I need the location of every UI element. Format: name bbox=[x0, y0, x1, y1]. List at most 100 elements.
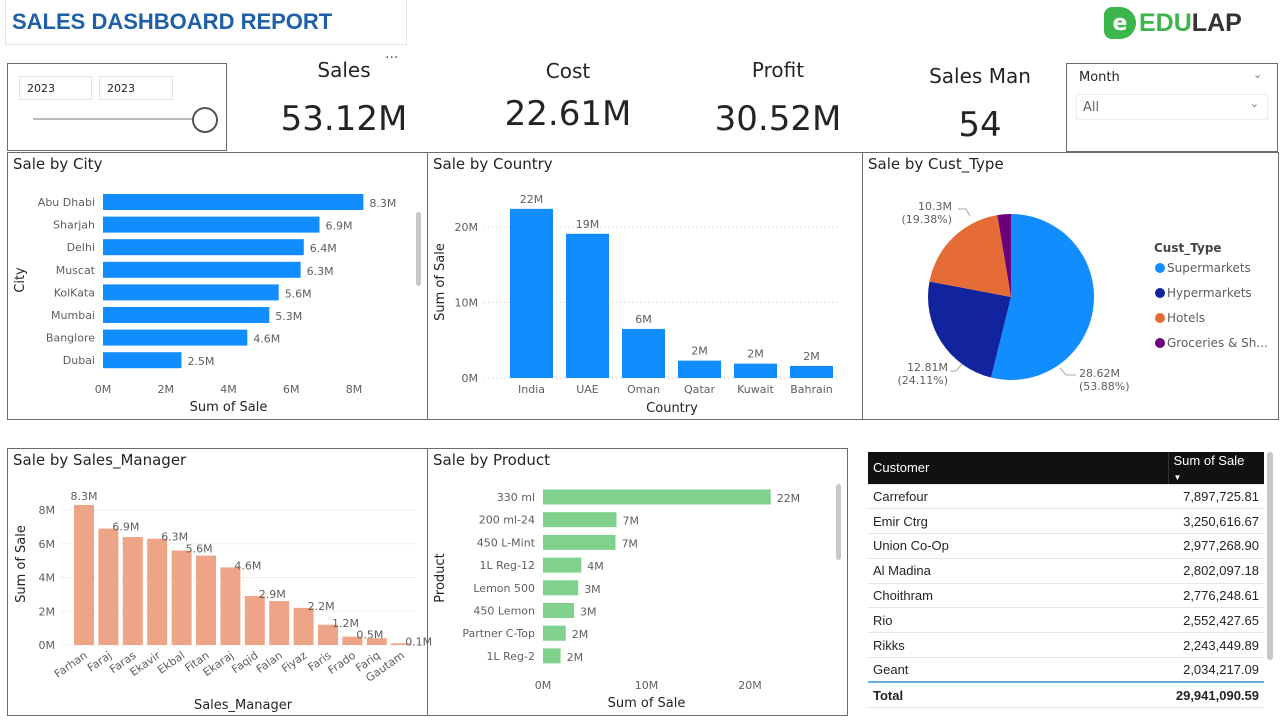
y-tick-label: 20M bbox=[455, 221, 479, 234]
bar-abu-dhabi bbox=[103, 194, 364, 210]
data-label: 2.9M bbox=[259, 588, 286, 601]
chevron-down-icon[interactable]: ⌄ bbox=[1253, 68, 1263, 81]
leader-line bbox=[958, 208, 971, 217]
data-label: 6.9M bbox=[112, 521, 139, 534]
more-options-icon[interactable]: ··· bbox=[385, 50, 399, 66]
total-label: Total bbox=[868, 681, 1168, 708]
table-row[interactable]: Carrefour 7,897,725.81 bbox=[868, 484, 1264, 510]
bar-qatar bbox=[678, 360, 721, 378]
legend-marker bbox=[1155, 313, 1165, 323]
year-slider-handle[interactable] bbox=[192, 107, 218, 133]
legend-item: Hotels bbox=[1167, 311, 1205, 325]
y-axis-title: Sum of Sale bbox=[14, 525, 29, 603]
kpi-sales-value: 53.12M bbox=[280, 99, 408, 139]
pie-slice-groceries-sh- bbox=[997, 214, 1011, 297]
column-header-customer[interactable]: Customer bbox=[868, 452, 1168, 485]
bar-1l-reg-12 bbox=[543, 557, 582, 573]
pie-slice-hotels bbox=[929, 215, 1011, 297]
table-row[interactable]: Choithram 2,776,248.61 bbox=[868, 583, 1264, 609]
table-row[interactable]: Union Co-Op 2,977,268.90 bbox=[868, 533, 1264, 559]
bar-kolkata bbox=[103, 284, 279, 301]
table-row[interactable]: Rikks 2,243,449.89 bbox=[868, 632, 1264, 659]
data-label: 0.1M bbox=[405, 635, 432, 648]
kpi-sales-label: Sales bbox=[317, 58, 371, 82]
pie-data-label: 12.81M bbox=[907, 361, 948, 374]
category-label: Kuwait bbox=[737, 383, 774, 396]
data-label: 22M bbox=[520, 193, 544, 206]
chart-title: Sale by Sales_Manager bbox=[13, 451, 187, 469]
year-from-input[interactable]: 2023 bbox=[19, 76, 92, 100]
bar-delhi bbox=[103, 239, 304, 256]
x-tick-label: 20M bbox=[738, 679, 762, 692]
category-label: Dubai bbox=[63, 354, 95, 367]
data-label: 7M bbox=[621, 537, 638, 550]
month-slicer-label: Month bbox=[1079, 70, 1120, 85]
category-label: Ekbal bbox=[155, 649, 187, 677]
sale-cell: 2,552,427.65 bbox=[1168, 607, 1264, 634]
month-dropdown[interactable]: All ⌄ bbox=[1076, 94, 1268, 120]
category-label: Oman bbox=[627, 383, 660, 396]
table-row[interactable]: Emir Ctrg 3,250,616.67 bbox=[868, 508, 1264, 535]
customer-cell: Carrefour bbox=[868, 484, 1168, 510]
legend-marker bbox=[1155, 288, 1165, 298]
legend-item: Supermarkets bbox=[1167, 261, 1251, 275]
pie-data-label: (19.38%) bbox=[901, 213, 952, 226]
y-tick-label: 4M bbox=[39, 572, 56, 585]
pie-slice-hypermarkets bbox=[927, 281, 1011, 378]
data-label: 2.5M bbox=[187, 355, 214, 368]
data-label: 4.6M bbox=[234, 559, 261, 572]
data-label: 19M bbox=[576, 218, 600, 231]
data-label: 6.4M bbox=[310, 242, 337, 255]
customer-cell: Rio bbox=[868, 607, 1168, 634]
data-label: 5.3M bbox=[275, 310, 302, 323]
customer-cell: Geant bbox=[868, 657, 1168, 683]
y-tick-label: 6M bbox=[39, 538, 56, 551]
bar-uae bbox=[566, 233, 609, 378]
y-axis-title: Product bbox=[433, 553, 448, 602]
data-label: 2.2M bbox=[308, 600, 335, 613]
category-label: Banglore bbox=[46, 332, 95, 345]
bar-lemon-500 bbox=[543, 580, 579, 596]
table-scrollbar[interactable] bbox=[1267, 452, 1273, 660]
table-total-row: Total 29,941,090.59 bbox=[868, 681, 1264, 708]
customer-cell: Emir Ctrg bbox=[868, 508, 1168, 535]
data-label: 3M bbox=[584, 583, 601, 596]
table-row[interactable]: Rio 2,552,427.65 bbox=[868, 607, 1264, 634]
y-tick-label: 0M bbox=[39, 639, 56, 652]
category-label: UAE bbox=[576, 383, 599, 396]
pie-data-label: 28.62M bbox=[1079, 367, 1120, 380]
legend-marker bbox=[1155, 263, 1165, 273]
data-label: 4M bbox=[587, 560, 604, 573]
category-label: 1L Reg-12 bbox=[480, 559, 536, 572]
edulap-logo: e EDULAP bbox=[1104, 5, 1242, 41]
bar-bahrain bbox=[790, 365, 833, 378]
bar-450-l-mint bbox=[543, 534, 616, 550]
bar-dubai bbox=[103, 352, 182, 369]
x-axis-title: Sum of Sale bbox=[608, 696, 686, 711]
category-label: 450 Lemon bbox=[473, 605, 535, 618]
bar-banglore bbox=[103, 329, 248, 346]
column-header-sum-of-sale[interactable]: Sum of Sale ▼ bbox=[1167, 452, 1264, 485]
table-row[interactable]: Al Madina 2,802,097.18 bbox=[868, 558, 1264, 584]
year-slicer bbox=[7, 63, 227, 151]
data-label: 2M bbox=[747, 348, 764, 361]
category-label: Bahrain bbox=[790, 383, 833, 396]
year-slider-track[interactable] bbox=[33, 118, 205, 120]
product-scrollbar[interactable] bbox=[836, 484, 841, 560]
bar-farhan bbox=[74, 504, 94, 645]
data-label: 22M bbox=[777, 492, 801, 505]
logo-text: EDULAP bbox=[1139, 8, 1242, 37]
y-tick-label: 0M bbox=[462, 372, 479, 385]
category-label: KolKata bbox=[54, 286, 95, 299]
chart-title: Sale by City bbox=[13, 155, 103, 173]
data-label: 3M bbox=[580, 606, 597, 619]
data-label: 5.6M bbox=[186, 543, 213, 556]
chart-title: Sale by Country bbox=[433, 155, 553, 173]
city-scrollbar[interactable] bbox=[416, 212, 421, 286]
y-axis-title: Sum of Sale bbox=[433, 243, 448, 321]
bar-faris bbox=[318, 624, 338, 645]
pie-data-label: 10.3M bbox=[918, 200, 952, 213]
bar-200-ml-24 bbox=[543, 512, 617, 528]
category-label: 200 ml-24 bbox=[479, 514, 535, 527]
year-to-input[interactable]: 2023 bbox=[99, 76, 173, 100]
